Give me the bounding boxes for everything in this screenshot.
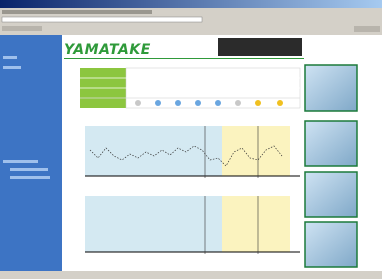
map-image[interactable] — [305, 172, 357, 217]
sidebar-link[interactable] — [3, 56, 17, 59]
map-thumbnails — [305, 65, 357, 267]
toolbar-buttons[interactable] — [2, 26, 42, 31]
status-bar — [0, 271, 382, 279]
browser-window: YAMATAKE — [0, 0, 382, 279]
sidebar-link[interactable] — [10, 176, 50, 179]
title-bar — [0, 0, 382, 8]
header-rule — [64, 58, 304, 59]
chart-panel — [85, 126, 300, 178]
window-controls[interactable] — [354, 26, 380, 32]
chart-panel — [85, 196, 300, 254]
sidebar — [0, 35, 62, 271]
sidebar-link[interactable] — [10, 168, 48, 171]
page: YAMATAKE (() => { const data = — [0, 0, 382, 279]
forecast-table — [80, 68, 300, 108]
menu-bar[interactable] — [2, 10, 152, 14]
map-image[interactable] — [305, 65, 357, 111]
address-bar[interactable] — [2, 17, 202, 22]
sidebar-link[interactable] — [3, 66, 21, 69]
logo: YAMATAKE — [64, 42, 151, 58]
map-image[interactable] — [305, 222, 357, 267]
sidebar-link[interactable] — [3, 160, 38, 163]
map-image[interactable] — [305, 121, 357, 166]
header-box — [218, 38, 302, 56]
